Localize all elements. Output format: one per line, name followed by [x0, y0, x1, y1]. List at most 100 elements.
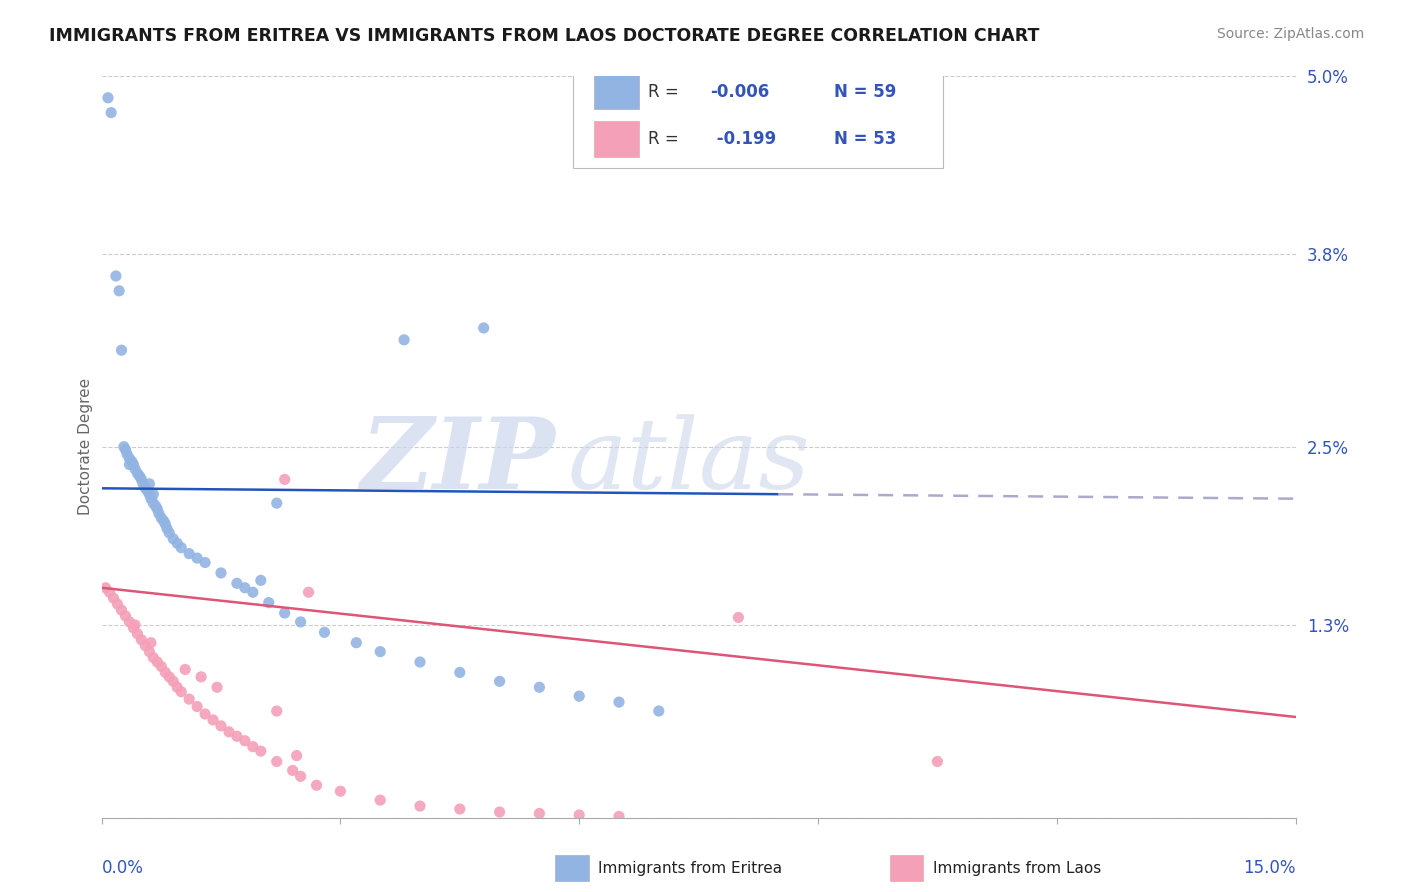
Point	[142, 496, 165, 510]
Point	[118, 458, 141, 472]
Point	[266, 704, 288, 718]
Point	[156, 521, 179, 535]
Point	[249, 574, 271, 588]
Point	[242, 585, 264, 599]
Point	[107, 597, 129, 611]
Point	[285, 748, 308, 763]
Bar	[593, 121, 638, 157]
Point	[297, 585, 319, 599]
Text: ZIP: ZIP	[360, 413, 555, 510]
Point	[157, 525, 180, 540]
Point	[529, 806, 551, 821]
Point	[157, 670, 180, 684]
Point	[179, 692, 201, 706]
Point	[392, 333, 415, 347]
Text: 15.0%: 15.0%	[1243, 859, 1295, 877]
Point	[226, 729, 249, 743]
Point	[249, 744, 271, 758]
Point	[138, 476, 160, 491]
Point	[290, 615, 312, 629]
Point	[472, 321, 495, 335]
Bar	[890, 855, 924, 881]
Text: 0.0%: 0.0%	[101, 859, 143, 877]
Point	[409, 655, 432, 669]
Point	[142, 650, 165, 665]
Point	[273, 606, 295, 620]
Point	[110, 603, 132, 617]
Point	[103, 591, 125, 606]
Point	[150, 511, 173, 525]
Point	[281, 764, 304, 778]
Point	[97, 91, 120, 105]
Point	[226, 576, 249, 591]
Text: R =: R =	[648, 129, 685, 148]
Text: Immigrants from Eritrea: Immigrants from Eritrea	[599, 861, 782, 876]
Point	[314, 625, 336, 640]
Point	[127, 467, 149, 481]
Point	[202, 713, 225, 727]
Point	[104, 268, 127, 283]
Point	[568, 689, 591, 703]
Point	[233, 581, 256, 595]
Text: Source: ZipAtlas.com: Source: ZipAtlas.com	[1216, 27, 1364, 41]
Point	[108, 284, 131, 298]
Point	[122, 621, 145, 635]
Point	[305, 778, 328, 792]
Text: atlas: atlas	[567, 414, 810, 509]
Point	[648, 704, 671, 718]
Point	[368, 793, 391, 807]
Point	[128, 469, 150, 483]
Point	[209, 566, 232, 580]
Point	[190, 670, 212, 684]
Point	[132, 476, 155, 491]
Point	[186, 551, 208, 566]
Bar	[593, 74, 638, 110]
Point	[488, 674, 510, 689]
Point	[344, 636, 367, 650]
Point	[209, 719, 232, 733]
Point	[266, 496, 288, 510]
Text: Immigrants from Laos: Immigrants from Laos	[932, 861, 1101, 876]
Point	[927, 755, 949, 769]
Point	[194, 706, 217, 721]
Point	[449, 665, 471, 680]
Point	[115, 447, 138, 461]
Point	[139, 491, 162, 506]
Point	[148, 507, 170, 521]
Point	[266, 755, 288, 769]
Point	[607, 809, 630, 823]
Point	[94, 581, 117, 595]
Point	[727, 610, 749, 624]
Point	[131, 632, 153, 647]
Point	[186, 699, 208, 714]
Point	[162, 674, 184, 689]
Point	[162, 532, 184, 546]
Point	[257, 596, 280, 610]
FancyBboxPatch shape	[574, 61, 943, 169]
Point	[409, 799, 432, 814]
Text: -0.006: -0.006	[710, 83, 769, 101]
Point	[127, 627, 149, 641]
Text: R =: R =	[648, 83, 685, 101]
Point	[170, 541, 193, 555]
Text: -0.199: -0.199	[710, 129, 776, 148]
Point	[124, 618, 146, 632]
Point	[131, 472, 153, 486]
Point	[529, 680, 551, 694]
Point	[449, 802, 471, 816]
Point	[118, 615, 141, 629]
Point	[273, 472, 295, 486]
Point	[170, 684, 193, 698]
Point	[488, 805, 510, 819]
Point	[98, 585, 121, 599]
Point	[145, 499, 167, 513]
Point	[166, 680, 188, 694]
Point	[568, 808, 591, 822]
Point	[166, 536, 188, 550]
Bar	[555, 855, 589, 881]
Point	[114, 442, 136, 457]
Point	[121, 454, 143, 468]
Point	[152, 514, 174, 528]
Point	[114, 609, 136, 624]
Text: IMMIGRANTS FROM ERITREA VS IMMIGRANTS FROM LAOS DOCTORATE DEGREE CORRELATION CHA: IMMIGRANTS FROM ERITREA VS IMMIGRANTS FR…	[49, 27, 1039, 45]
